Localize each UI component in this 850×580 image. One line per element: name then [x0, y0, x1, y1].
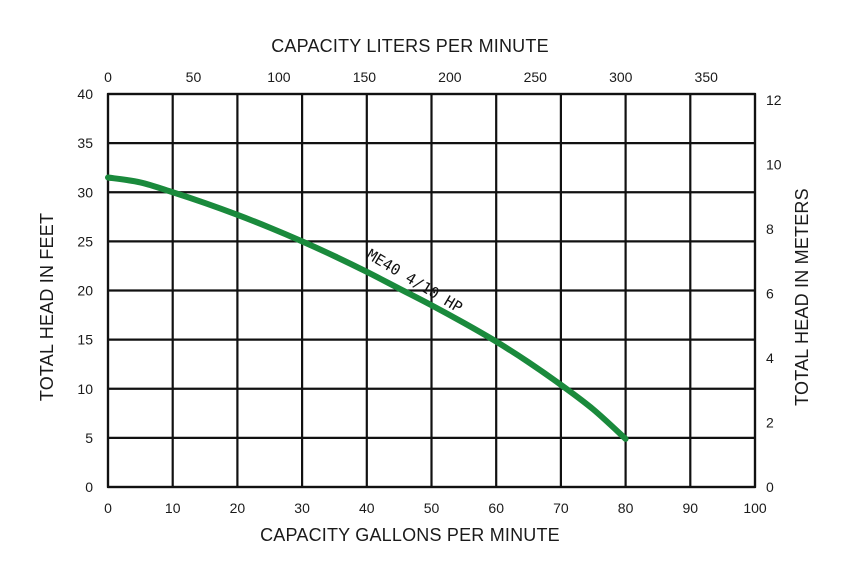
x2-tick-label: 100: [267, 69, 291, 85]
x-tick-label: 10: [165, 500, 181, 516]
y-tick-label: 35: [77, 135, 93, 151]
x-tick-label: 50: [424, 500, 440, 516]
x-tick-label: 40: [359, 500, 375, 516]
x2-tick-label: 300: [609, 69, 633, 85]
y2-tick-label: 6: [766, 286, 774, 302]
y2-tick-label: 2: [766, 415, 774, 431]
y-tick-label: 20: [77, 283, 93, 299]
x-tick-label: 70: [553, 500, 569, 516]
x2-tick-label: 250: [524, 69, 548, 85]
x-tick-label: 20: [230, 500, 246, 516]
y-tick-label: 5: [85, 430, 93, 446]
y-tick-label: 0: [85, 479, 93, 495]
y2-tick-label: 8: [766, 221, 774, 237]
y-tick-label: 15: [77, 332, 93, 348]
x2-tick-label: 50: [186, 69, 202, 85]
y-tick-label: 10: [77, 381, 93, 397]
x2-axis-ticks: 0 50 100 150 200 250 300 350: [104, 69, 718, 85]
y2-tick-label: 4: [766, 350, 774, 366]
y2-tick-label: 12: [766, 92, 782, 108]
y2-axis-ticks: 0 2 4 6 8 10 12: [766, 92, 782, 495]
x-axis-title: CAPACITY GALLONS PER MINUTE: [260, 525, 560, 545]
y2-tick-label: 0: [766, 479, 774, 495]
y-tick-label: 40: [77, 86, 93, 102]
x-tick-label: 90: [683, 500, 699, 516]
y-tick-label: 25: [77, 233, 93, 249]
x2-axis-title: CAPACITY LITERS PER MINUTE: [271, 36, 549, 56]
plot-frame: [106, 92, 757, 489]
x2-tick-label: 350: [695, 69, 719, 85]
y2-axis-title: TOTAL HEAD IN METERS: [792, 188, 812, 406]
y-axis-title: TOTAL HEAD IN FEET: [37, 213, 57, 401]
y-axis-ticks: 0 5 10 15 20 25 30 35 40: [77, 86, 93, 495]
x2-tick-label: 200: [438, 69, 462, 85]
x-tick-label: 0: [104, 500, 112, 516]
x-tick-label: 60: [488, 500, 504, 516]
x2-tick-label: 150: [353, 69, 377, 85]
x-tick-label: 80: [618, 500, 634, 516]
y2-tick-label: 10: [766, 157, 782, 173]
x-tick-label: 100: [743, 500, 767, 516]
x-axis-ticks: 0 10 20 30 40 50 60 70 80 90 100: [104, 500, 767, 516]
x2-tick-label: 0: [104, 69, 112, 85]
x-tick-label: 30: [294, 500, 310, 516]
y-tick-label: 30: [77, 184, 93, 200]
pump-curve-line: [105, 174, 629, 442]
